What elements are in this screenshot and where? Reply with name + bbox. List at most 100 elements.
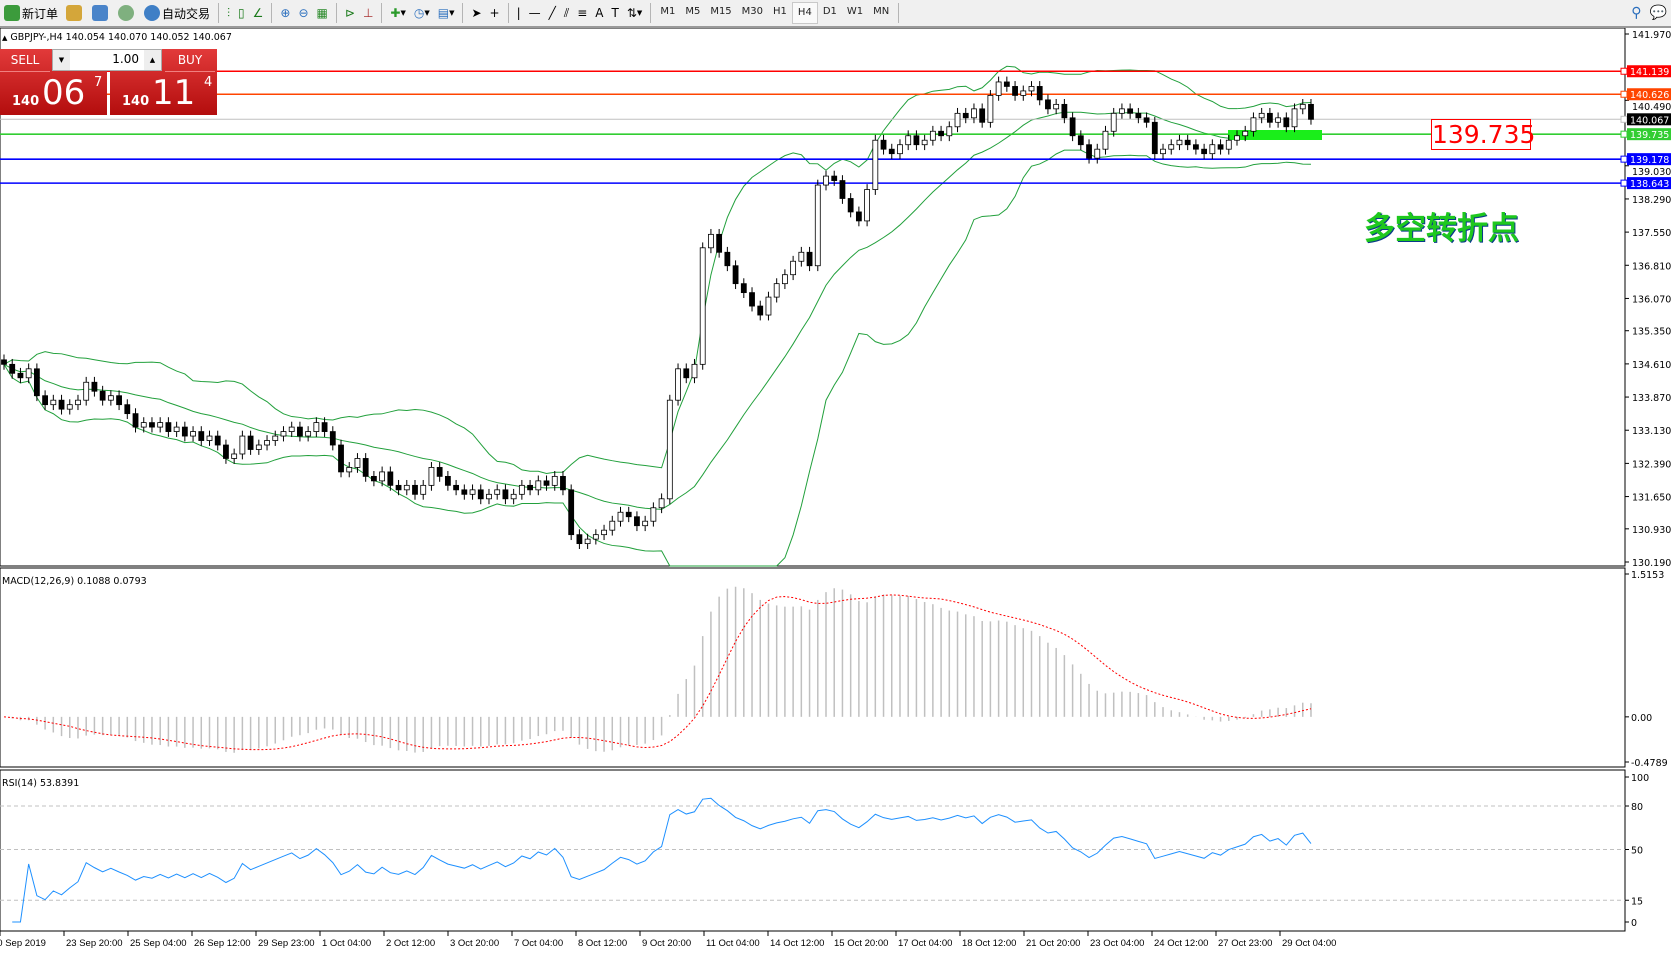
candle-body <box>740 283 747 294</box>
new-order-button[interactable]: 新订单 <box>0 2 62 24</box>
divider <box>462 3 464 23</box>
candle-body <box>1110 112 1117 132</box>
decrease-lot-icon[interactable]: ▼ <box>53 50 70 70</box>
time-tick-label: 21 Oct 20:00 <box>1026 938 1080 949</box>
candle-body <box>1094 148 1101 159</box>
candle-body <box>1242 130 1249 137</box>
divider <box>898 3 900 23</box>
timeframe-w1[interactable]: W1 <box>846 6 864 17</box>
candle-body <box>880 139 887 150</box>
chart-shift-button[interactable]: ⊥ <box>359 2 377 24</box>
timeframe-m15[interactable]: M15 <box>710 6 732 17</box>
candle-body <box>66 404 73 410</box>
horizontal-line-tool[interactable]: — <box>525 2 545 24</box>
chart-window[interactable]: 141.970 140.490 139.030 138.290 137.550 136.8… <box>0 27 1671 951</box>
candle-body <box>1234 135 1240 141</box>
arrows-tool[interactable]: ⇅ ▼ <box>623 2 646 24</box>
candle-body <box>510 493 517 500</box>
candle-body <box>1036 86 1043 101</box>
buy-button[interactable]: BUY 140 11 4 <box>110 49 217 115</box>
search-icon: ⚲ <box>1631 5 1642 21</box>
price-tick-label: 140.490 <box>1632 102 1671 113</box>
sell-price: 140 06 7 <box>12 73 103 113</box>
signals-button[interactable] <box>114 2 140 24</box>
autoscroll-button[interactable]: ⊳ <box>341 2 359 24</box>
cursor-tool[interactable]: ➤ <box>467 2 485 24</box>
price-line-label: 141.139 <box>1630 67 1669 78</box>
candle-body <box>609 520 616 531</box>
symbol-header: ▲ GBPJPY-,H4 140.054 140.070 140.052 140… <box>2 32 232 43</box>
cursor-icon: ➤ <box>471 6 482 20</box>
timeframe-h1[interactable]: H1 <box>773 6 787 17</box>
highlight-bar <box>1228 130 1322 140</box>
candle-chart-button[interactable]: ▯ <box>234 2 249 24</box>
line-chart-button[interactable]: ∠ <box>249 2 268 24</box>
candle-body <box>198 431 205 441</box>
templates-button[interactable]: ▤ ▼ <box>434 2 459 24</box>
timeframe-d1[interactable]: D1 <box>822 6 837 17</box>
candle-body <box>223 444 229 459</box>
candle-body <box>650 507 657 522</box>
rsi-tick-label: 15 <box>1631 896 1643 907</box>
bar-chart-button[interactable]: ⫶ <box>223 2 234 24</box>
candle-body <box>699 247 706 365</box>
macd-panel-frame <box>0 567 1626 768</box>
lot-size-input[interactable]: 1.00 <box>112 52 139 66</box>
price-tick-label: 138.290 <box>1632 195 1671 206</box>
vertical-line-tool[interactable]: | <box>513 2 525 24</box>
candle-body <box>1209 144 1216 155</box>
chevron-down-icon: ▼ <box>636 9 643 17</box>
timeframe-m5[interactable]: M5 <box>685 6 701 17</box>
candle-body <box>1299 103 1306 110</box>
tile-windows-button[interactable]: ▦ <box>313 2 332 24</box>
candle-body <box>321 422 328 432</box>
template-icon: ▤ <box>437 6 450 20</box>
timeframe-mn[interactable]: MN <box>873 6 890 17</box>
candle-body <box>658 498 665 509</box>
channel-tool[interactable]: ⫽ <box>560 2 573 24</box>
zoom-in-button[interactable]: ⊕ <box>276 2 294 24</box>
indicators-button[interactable]: ✚ ▼ <box>386 2 409 24</box>
timeframe-m30[interactable]: M30 <box>741 6 764 17</box>
search-button[interactable]: ⚲ <box>1627 2 1645 24</box>
time-tick-label: 25 Sep 04:00 <box>130 938 187 949</box>
timeframe-h4[interactable]: H4 <box>791 2 818 24</box>
navigator-button[interactable] <box>88 2 114 24</box>
horizontal-line-icon: — <box>528 6 541 20</box>
price-tick-label: 132.390 <box>1632 459 1671 470</box>
auto-trading-button[interactable]: 自动交易 <box>140 2 214 24</box>
turning-point-note[interactable]: 多空转折点 <box>1364 211 1519 247</box>
crosshair-tool[interactable]: + <box>486 2 504 24</box>
candle-body <box>116 395 122 406</box>
candle-body <box>83 381 90 401</box>
candle-body <box>181 426 188 437</box>
time-tick-label: 8 Oct 12:00 <box>578 938 627 949</box>
increase-lot-icon[interactable]: ▲ <box>144 50 161 70</box>
collapse-triangle-icon[interactable]: ▲ <box>2 34 8 42</box>
lot-size-stepper[interactable]: ▼ 1.00 ▲ <box>52 49 162 71</box>
chat-button[interactable]: 💬 <box>1646 2 1671 24</box>
fibonacci-tool[interactable]: ≡ <box>573 2 591 24</box>
candle-body <box>444 475 451 486</box>
channel-icon: ⫽ <box>563 5 570 20</box>
market-watch-button[interactable] <box>62 2 88 24</box>
candle-body <box>132 413 139 428</box>
timeframe-m1[interactable]: M1 <box>660 6 676 17</box>
time-tick-label: 23 Oct 04:00 <box>1090 938 1144 949</box>
candle-body <box>798 251 805 262</box>
rsi-panel-frame <box>0 769 1626 932</box>
label-tool[interactable]: T <box>608 2 623 24</box>
candle-body <box>107 395 114 401</box>
candle-body <box>584 538 591 545</box>
chart-canvas[interactable]: 141.970 140.490 139.030 138.290 137.550 136.8… <box>0 27 1671 951</box>
periods-button[interactable]: ◷ ▼ <box>410 2 434 24</box>
folder-icon <box>66 5 83 21</box>
candle-body <box>749 292 755 307</box>
candle-body <box>897 144 903 155</box>
price-annotation-box[interactable]: 139.735 <box>1431 119 1536 150</box>
text-tool[interactable]: A <box>591 2 607 24</box>
trendline-tool[interactable]: ╱ <box>545 2 560 24</box>
macd-label: MACD(12,26,9) 0.1088 0.0793 <box>2 576 147 587</box>
zoom-out-button[interactable]: ⊖ <box>294 2 312 24</box>
rsi-line <box>12 797 1312 923</box>
